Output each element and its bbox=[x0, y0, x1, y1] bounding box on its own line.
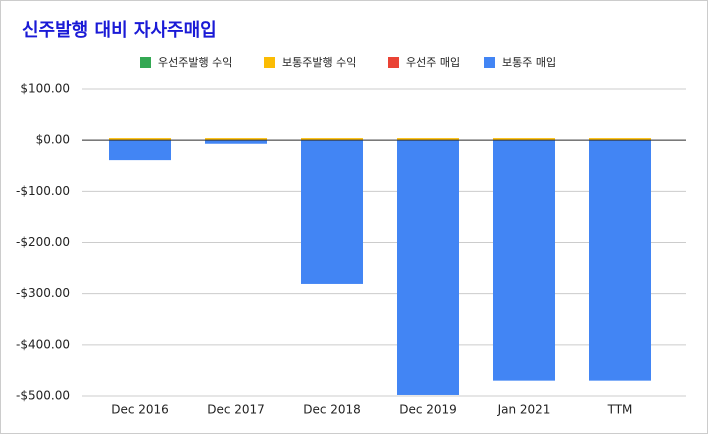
bar bbox=[397, 140, 459, 395]
y-tick-label: -$100.00 bbox=[16, 184, 70, 198]
bar bbox=[205, 138, 267, 141]
legend-swatch bbox=[388, 57, 399, 68]
legend-label: 보통주발행 수익 bbox=[282, 56, 356, 69]
bar bbox=[301, 140, 363, 284]
y-tick-label: $100.00 bbox=[20, 82, 70, 96]
bar bbox=[109, 140, 171, 161]
bar bbox=[589, 140, 651, 381]
chart-title: 신주발행 대비 자사주매입 bbox=[22, 19, 217, 41]
bar bbox=[397, 138, 459, 141]
x-tick-label: Dec 2018 bbox=[303, 403, 361, 417]
bar bbox=[589, 138, 651, 141]
bar bbox=[493, 138, 555, 141]
y-tick-label: -$500.00 bbox=[16, 389, 70, 403]
y-tick-label: -$300.00 bbox=[16, 286, 70, 300]
bar bbox=[109, 138, 171, 141]
x-tick-label: Dec 2016 bbox=[111, 403, 169, 417]
y-tick-label: -$400.00 bbox=[16, 337, 70, 351]
y-tick-label: $0.00 bbox=[36, 133, 70, 147]
bar bbox=[205, 140, 267, 144]
bar bbox=[301, 138, 363, 141]
legend-swatch bbox=[264, 57, 275, 68]
legend-label: 우선주 매입 bbox=[406, 56, 460, 69]
x-tick-label: TTM bbox=[607, 403, 633, 417]
legend-label: 우선주발행 수익 bbox=[158, 56, 232, 69]
legend-label: 보통주 매입 bbox=[502, 56, 556, 69]
x-tick-label: Dec 2019 bbox=[399, 403, 457, 417]
legend-swatch bbox=[484, 57, 495, 68]
x-tick-label: Jan 2021 bbox=[497, 403, 551, 417]
x-tick-label: Dec 2017 bbox=[207, 403, 265, 417]
y-tick-label: -$200.00 bbox=[16, 235, 70, 249]
bar bbox=[493, 140, 555, 381]
legend-swatch bbox=[140, 57, 151, 68]
